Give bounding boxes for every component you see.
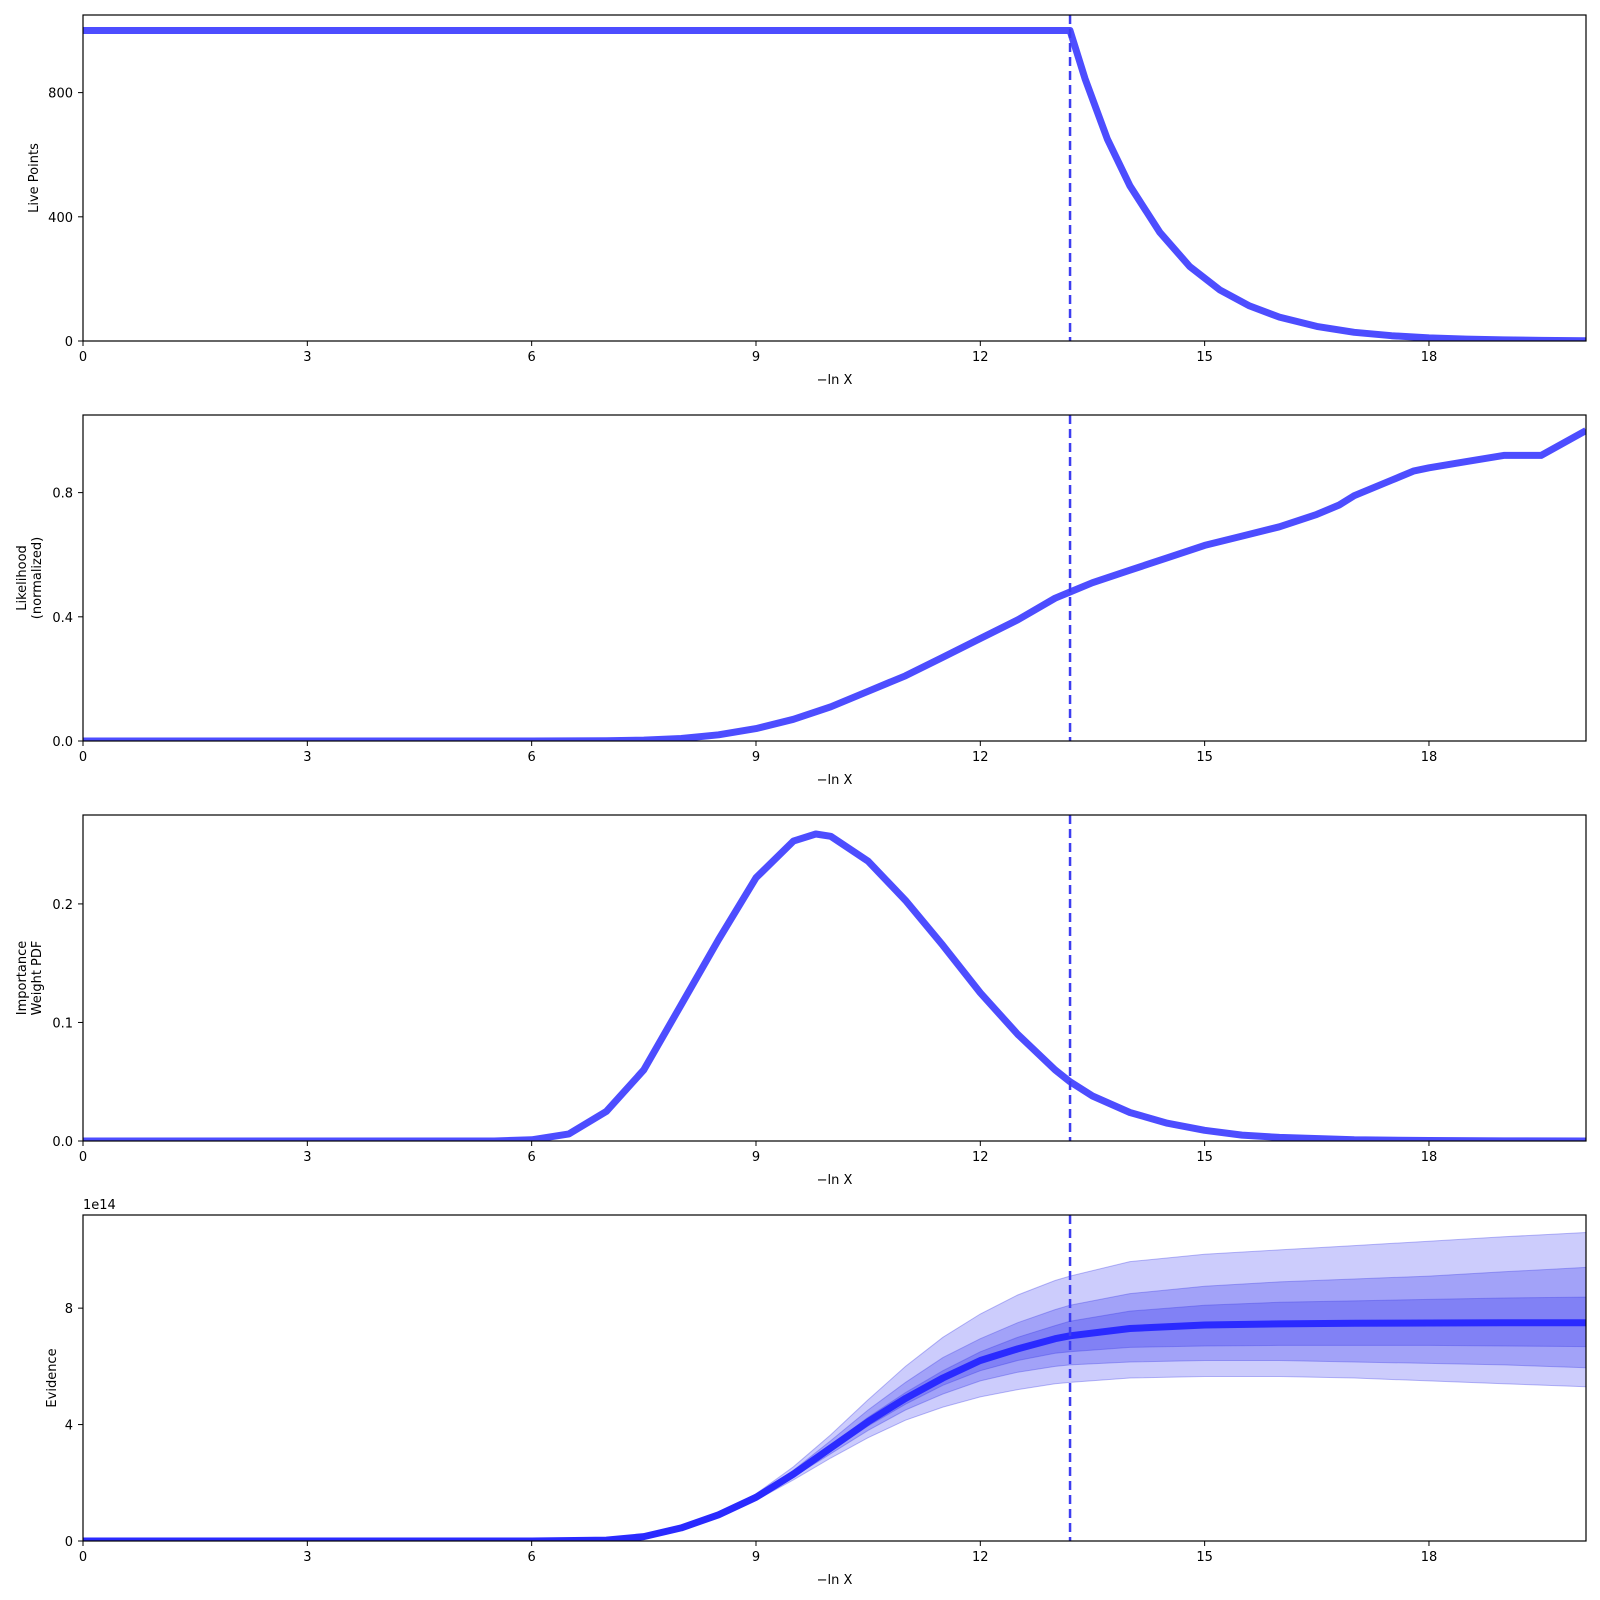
y-axis-label: Weight PDF [30, 941, 45, 1016]
live-points-panel: 0 3 6 9 12 15 18 0 400 800 −ln X Live Points [27, 14, 1587, 388]
axes-frame [82, 414, 1587, 742]
y-tick-label: 400 [48, 211, 73, 226]
x-tick-label: 3 [303, 1150, 311, 1165]
x-tick-label: 18 [1421, 750, 1438, 765]
x-tick-label: 0 [79, 1550, 87, 1565]
axes-frame [82, 14, 1587, 342]
x-tick-label: 15 [1196, 1550, 1213, 1565]
x-tick-label: 15 [1196, 350, 1213, 365]
y-axis-label: (normalized) [30, 537, 45, 619]
x-tick-label: 12 [972, 350, 989, 365]
y-tick-label: 800 [48, 87, 73, 102]
y-tick-label: 0.2 [52, 898, 73, 913]
y-tick-label: 0.1 [52, 1016, 73, 1031]
y-tick-label: 0.4 [52, 611, 73, 626]
axes-frame [82, 814, 1587, 1142]
credible-band-2 [83, 1266, 1586, 1541]
y-tick-label: 8 [65, 1302, 73, 1317]
x-tick-label: 3 [303, 750, 311, 765]
y-axis-label: Importance [15, 941, 30, 1016]
series-line [83, 27, 1586, 341]
series-line [83, 427, 1586, 741]
series-line [83, 1319, 1586, 1541]
x-axis-label: −ln X [817, 773, 853, 788]
x-tick-label: 0 [79, 350, 87, 365]
x-tick-label: 18 [1421, 1150, 1438, 1165]
x-tick-label: 18 [1421, 350, 1438, 365]
x-tick-label: 18 [1421, 1550, 1438, 1565]
y-axis-label: Evidence [45, 1348, 60, 1407]
y-tick-label: 0.0 [52, 1135, 73, 1150]
y-tick-label: 0 [65, 1535, 73, 1550]
importance-weight-panel: 0 3 6 9 12 15 18 0.0 0.1 0.2 −ln X Importance Weight… [15, 814, 1587, 1188]
x-axis-label: −ln X [817, 1573, 853, 1588]
series-line [83, 830, 1586, 1141]
x-tick-label: 0 [79, 750, 87, 765]
x-tick-label: 15 [1196, 750, 1213, 765]
x-tick-label: 3 [303, 350, 311, 365]
credible-band-1 [83, 1231, 1586, 1541]
evidence-panel: 0 3 6 9 12 15 18 0 4 8 −ln X Evidence 1e14 [45, 1198, 1587, 1588]
likelihood-panel: 0 3 6 9 12 15 18 0.0 0.4 0.8 −ln X Likelihood (norma… [15, 414, 1587, 788]
x-tick-label: 9 [752, 750, 760, 765]
y-tick-label: 0 [65, 335, 73, 350]
x-tick-label: 15 [1196, 1150, 1213, 1165]
y-tick-label: 0.8 [52, 487, 73, 502]
x-tick-label: 6 [528, 350, 536, 365]
x-tick-label: 9 [752, 1150, 760, 1165]
y-axis-label: Live Points [27, 143, 42, 213]
x-axis-label: −ln X [817, 1173, 853, 1188]
x-tick-label: 3 [303, 1550, 311, 1565]
x-tick-label: 9 [752, 1550, 760, 1565]
credible-band-3 [83, 1296, 1586, 1541]
x-tick-label: 9 [752, 350, 760, 365]
y-exponent-label: 1e14 [83, 1198, 116, 1213]
x-tick-label: 12 [972, 1150, 989, 1165]
x-tick-label: 12 [972, 750, 989, 765]
y-tick-label: 4 [65, 1419, 73, 1434]
x-tick-label: 12 [972, 1550, 989, 1565]
x-tick-label: 6 [528, 1550, 536, 1565]
x-axis-label: −ln X [817, 373, 853, 388]
x-tick-label: 6 [528, 750, 536, 765]
x-tick-label: 6 [528, 1150, 536, 1165]
y-axis-label: Likelihood [15, 545, 30, 611]
y-tick-label: 0.0 [52, 735, 73, 750]
x-tick-label: 0 [79, 1150, 87, 1165]
axes-frame [82, 1214, 1587, 1542]
